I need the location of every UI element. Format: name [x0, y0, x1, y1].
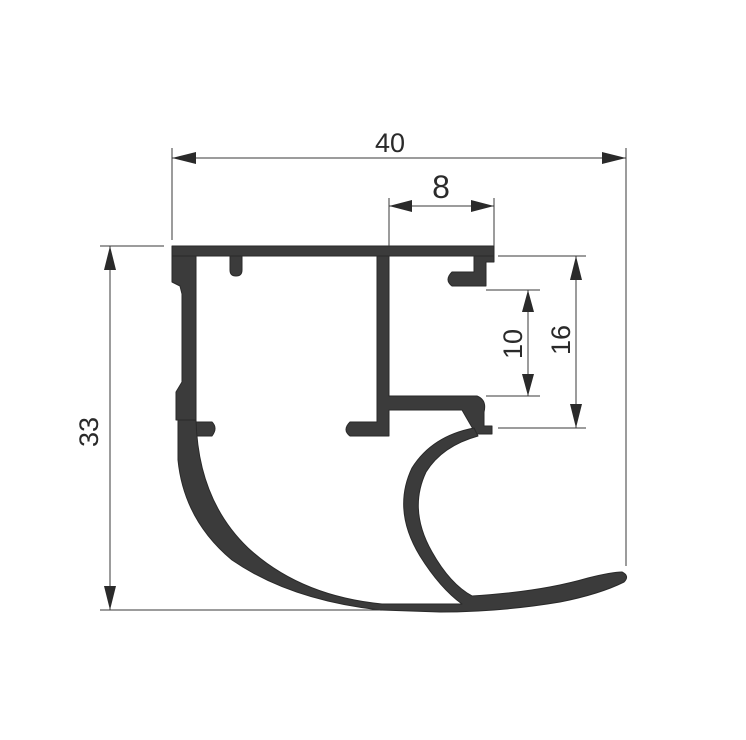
label-slot-width: 8 [432, 169, 450, 205]
left-tab [195, 421, 216, 437]
left-wall [171, 255, 197, 421]
center-wall [345, 255, 493, 437]
dim-overall-height: 33 [74, 245, 380, 611]
right-clip [447, 255, 495, 287]
dim-inner-height: 10 [486, 289, 540, 397]
arrow-slot-right-icon [471, 200, 494, 212]
dim-outer-height: 16 [498, 255, 586, 429]
label-inner-height: 10 [498, 329, 528, 359]
dim-overall-width: 40 [171, 128, 627, 566]
arrow-outer-bottom-icon [570, 404, 582, 428]
arrow-top-icon [104, 246, 116, 270]
upper-hook [229, 255, 243, 277]
arrow-outer-top-icon [570, 256, 582, 280]
dim-slot-width: 8 [388, 169, 495, 246]
label-overall-height: 33 [74, 417, 104, 447]
arrow-left-icon [172, 152, 196, 164]
curved-shell [177, 419, 628, 613]
arrow-right-icon [602, 152, 626, 164]
arrow-slot-left-icon [389, 200, 412, 212]
label-outer-height: 16 [546, 325, 576, 355]
arrow-inner-bottom-icon [522, 374, 534, 396]
label-overall-width: 40 [375, 128, 405, 158]
arrow-bottom-icon [104, 586, 116, 610]
arrow-inner-top-icon [522, 290, 534, 312]
top-flange [171, 245, 495, 257]
profile-section [171, 245, 628, 613]
